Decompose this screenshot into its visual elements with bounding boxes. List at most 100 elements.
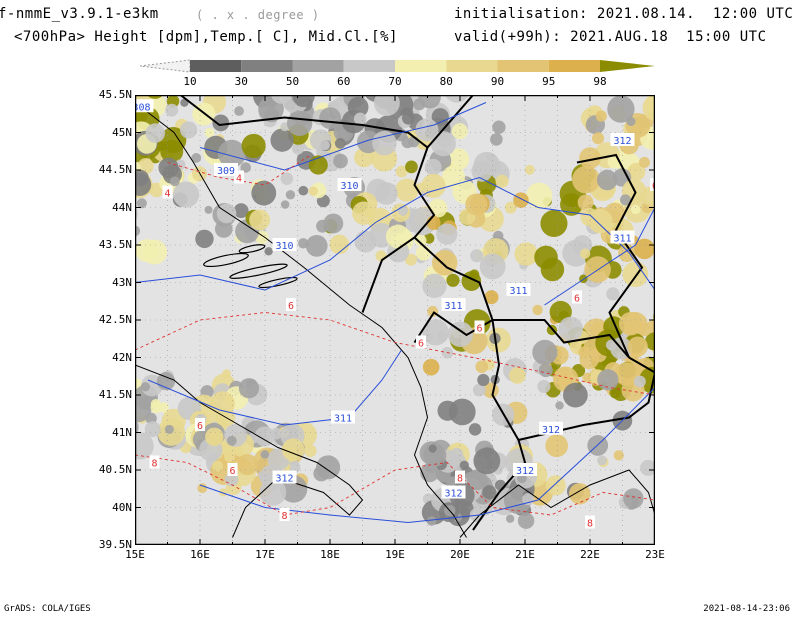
cloud-cell [422, 319, 449, 346]
cloud-cell [578, 346, 592, 359]
height-label-box [214, 163, 238, 176]
cloud-cell [623, 488, 644, 509]
height-contour [135, 176, 655, 291]
cloud-cell [442, 165, 465, 189]
cloud-cell [160, 139, 184, 163]
cloud-cell [251, 180, 277, 206]
colorbar-label: 50 [286, 75, 299, 88]
cloud-cell [534, 245, 558, 270]
height-label-box [539, 421, 563, 435]
cloud-cell [212, 460, 224, 472]
cloud-cell [532, 304, 543, 316]
cloud-cell [205, 427, 224, 447]
temp-label-box [149, 455, 160, 469]
colorbar-swatch [548, 60, 600, 72]
lon-tick-label: 19E [385, 548, 405, 561]
height-label: 311 [509, 286, 527, 297]
cloud-cell [579, 147, 601, 169]
height-label: 312 [275, 474, 293, 485]
cloud-cell [514, 242, 538, 266]
cloud-cell [506, 514, 515, 523]
height-label-box [610, 133, 635, 146]
cloud-cell [298, 185, 309, 196]
lat-tick-label: 44N [112, 200, 132, 214]
cloud-cell [292, 142, 305, 155]
cloud-cell [479, 253, 506, 280]
cloud-cell [172, 181, 200, 208]
cloud-cell [415, 118, 439, 142]
temp-label: 6 [288, 301, 294, 312]
height-label: 309 [217, 166, 235, 177]
cloud-cell [217, 139, 246, 168]
cloud-cell [492, 120, 506, 134]
cloud-cell [280, 200, 290, 209]
temperature-contour [135, 454, 655, 516]
cloud-cell [509, 367, 526, 384]
cloud-cell [135, 432, 154, 460]
cloud-cell [627, 162, 646, 181]
cloud-cell [224, 451, 235, 463]
cloud-cell [524, 164, 535, 175]
country-border [492, 319, 630, 359]
cloud-cell [647, 320, 655, 330]
height-contour [199, 387, 655, 524]
cloud-cell [254, 426, 275, 447]
cloud-cell [219, 488, 228, 497]
cloud-cell [482, 485, 497, 500]
cloud-cell [238, 378, 260, 399]
height-label-box [272, 238, 297, 251]
temp-label: 8 [457, 474, 463, 485]
temp-label: 8 [151, 459, 157, 470]
cloud-cell [158, 157, 179, 178]
lat-tick-label: 43.5N [98, 238, 132, 251]
colorbar-swatch [446, 60, 498, 72]
cloud-cell [216, 203, 237, 224]
cloud-cell [308, 186, 319, 196]
cloud-cell [233, 203, 249, 219]
temp-label-box [416, 335, 426, 349]
cloud-cell [375, 250, 387, 262]
cloud-cell [319, 107, 342, 130]
cloud-cell [420, 463, 440, 483]
cloud-cell [477, 373, 490, 387]
height-label-box [441, 298, 466, 311]
temp-label-box [286, 298, 296, 311]
cloud-cell [204, 205, 213, 214]
cloud-cell [415, 245, 432, 261]
height-label: 311 [334, 414, 352, 425]
cloud-cell [280, 122, 290, 132]
island [258, 276, 298, 289]
height-label-box [441, 485, 466, 499]
cloud-cell [630, 204, 641, 215]
colorbar-swatch [497, 60, 549, 72]
temp-label: 6 [574, 294, 580, 305]
lon-tick-label: 18E [320, 548, 340, 561]
cloud-cell [596, 169, 618, 191]
cloud-cell [210, 391, 235, 417]
height-label: 311 [444, 301, 462, 312]
height-label-box [272, 470, 297, 484]
cloud-cell [135, 395, 152, 423]
cloud-cell [517, 512, 535, 529]
cloud-cell [281, 438, 305, 462]
cloud-cell [395, 178, 419, 202]
cloud-cell [234, 106, 244, 116]
lat-tick-label: 39.5N [98, 538, 132, 551]
model-title: f-nmmE_v3.9.1-e3km [0, 6, 159, 22]
cloud-cell [545, 475, 566, 496]
temp-label-box [162, 185, 173, 199]
temp-label-box [227, 463, 238, 476]
cloud-cell [421, 173, 446, 198]
country-border [576, 153, 644, 358]
temperature-contour [135, 312, 655, 396]
height-label-box [513, 463, 537, 476]
cloud-cell [451, 123, 468, 140]
unit-hint: ( . x . degree ) [196, 8, 320, 22]
lat-tick-label: 40.5N [98, 463, 132, 476]
cloud-cell [401, 111, 415, 125]
cloud-cell [640, 459, 655, 476]
height-label: 310 [275, 241, 293, 252]
cloud-cell [298, 238, 309, 249]
cloud-cell [431, 108, 449, 126]
cloud-cell [448, 398, 476, 426]
